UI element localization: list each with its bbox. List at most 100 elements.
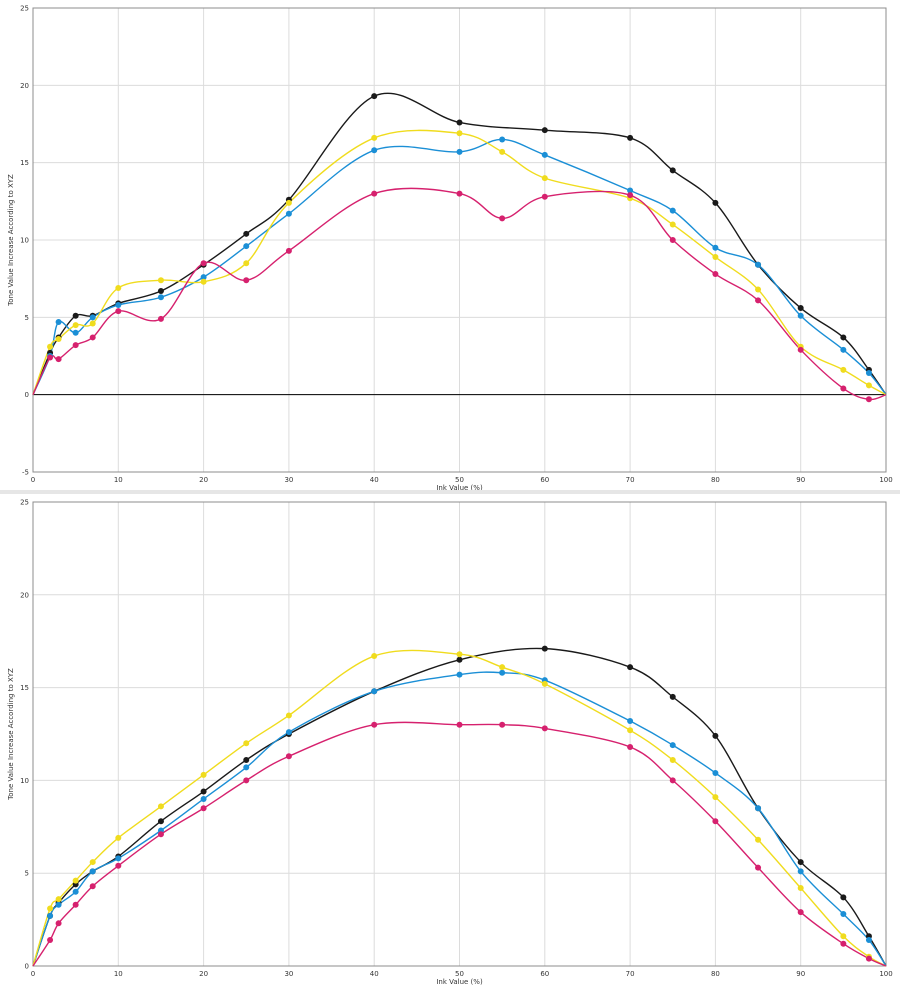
data-point	[865, 955, 872, 962]
data-point	[200, 771, 207, 778]
data-point	[371, 134, 378, 141]
data-point	[243, 740, 250, 747]
data-point	[797, 868, 804, 875]
data-point	[371, 721, 378, 728]
x-tick-label: 0	[31, 476, 35, 484]
x-tick-label: 10	[114, 970, 123, 978]
data-point	[243, 230, 250, 237]
data-point	[456, 671, 463, 678]
data-point	[72, 329, 79, 336]
data-point	[499, 721, 506, 728]
x-tick-label: 80	[711, 476, 720, 484]
data-point	[47, 937, 54, 944]
data-point	[89, 320, 96, 327]
data-point	[456, 130, 463, 137]
data-point	[55, 901, 62, 908]
x-tick-label: 10	[114, 476, 123, 484]
data-point	[541, 127, 548, 134]
data-point	[499, 215, 506, 222]
data-point	[840, 334, 847, 341]
data-point	[712, 794, 719, 801]
data-point	[840, 933, 847, 940]
data-point	[669, 742, 676, 749]
y-tick-label: 25	[20, 499, 29, 507]
data-point	[371, 147, 378, 154]
data-point	[755, 297, 762, 304]
data-point	[243, 777, 250, 784]
data-point	[55, 920, 62, 927]
y-tick-label: 0	[25, 963, 29, 971]
data-point	[840, 366, 847, 373]
plot-frame	[32, 501, 887, 967]
data-point	[712, 818, 719, 825]
data-point	[72, 877, 79, 884]
data-point	[797, 859, 804, 866]
x-tick-label: 50	[455, 970, 464, 978]
y-tick-label: 20	[20, 591, 29, 599]
data-point	[456, 148, 463, 155]
data-point	[285, 199, 292, 206]
data-point	[755, 286, 762, 293]
data-point	[115, 862, 122, 869]
y-tick-label: 15	[20, 159, 29, 167]
x-tick-label: 90	[796, 476, 805, 484]
data-point	[712, 271, 719, 278]
x-tick-label: 0	[31, 970, 35, 978]
y-tick-label: 5	[25, 314, 29, 322]
data-point	[541, 680, 548, 687]
data-point	[200, 260, 207, 267]
data-point	[541, 175, 548, 182]
data-point	[157, 818, 164, 825]
data-point	[89, 868, 96, 875]
data-point	[797, 312, 804, 319]
data-point	[371, 653, 378, 660]
data-point	[797, 305, 804, 312]
x-tick-label: 40	[370, 476, 379, 484]
data-point	[200, 274, 207, 281]
data-point	[499, 148, 506, 155]
data-point	[157, 294, 164, 301]
data-point	[200, 795, 207, 802]
data-point	[669, 777, 676, 784]
data-point	[47, 912, 54, 919]
series-line	[32, 671, 887, 967]
series-line	[32, 187, 887, 401]
x-tick-label: 100	[879, 970, 892, 978]
data-point	[115, 284, 122, 291]
data-point	[499, 669, 506, 676]
data-point	[157, 288, 164, 295]
y-axis-title: Tone Value Increase According to XYZ	[7, 174, 15, 307]
x-tick-label: 70	[626, 970, 635, 978]
data-point	[55, 896, 62, 903]
data-point	[865, 370, 872, 377]
data-point	[712, 244, 719, 251]
data-point	[285, 753, 292, 760]
x-tick-label: 30	[284, 970, 293, 978]
data-point	[865, 382, 872, 389]
data-point	[89, 859, 96, 866]
x-tick-label: 70	[626, 476, 635, 484]
data-point	[72, 888, 79, 895]
data-point	[89, 883, 96, 890]
x-tick-label: 40	[370, 970, 379, 978]
x-axis-title: Ink Value (%)	[436, 484, 483, 490]
data-point	[755, 261, 762, 268]
data-point	[669, 237, 676, 243]
x-tick-label: 90	[796, 970, 805, 978]
data-point	[285, 729, 292, 736]
series-line	[32, 721, 887, 967]
data-point	[89, 334, 96, 341]
panel-divider	[0, 490, 900, 494]
data-point	[157, 277, 164, 284]
x-tick-label: 30	[284, 476, 293, 484]
data-point	[499, 136, 506, 143]
series-line	[32, 649, 887, 967]
data-point	[456, 721, 463, 728]
data-point	[243, 756, 250, 763]
data-point	[627, 727, 634, 734]
data-point	[669, 221, 676, 228]
data-point	[712, 732, 719, 739]
data-point	[499, 664, 506, 671]
y-tick-label: 20	[20, 82, 29, 90]
